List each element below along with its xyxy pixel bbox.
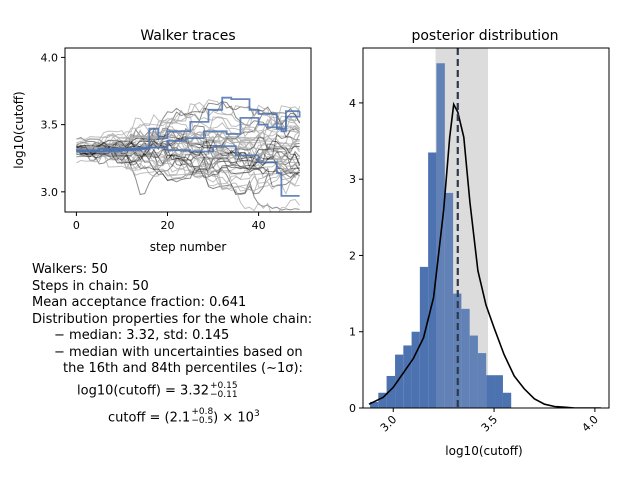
walker-trace bbox=[76, 140, 300, 196]
walker-trace bbox=[76, 130, 300, 175]
posterior-frame bbox=[362, 47, 610, 409]
walker-trace bbox=[76, 134, 300, 156]
walker-trace bbox=[76, 152, 301, 196]
cut-eq-exponent: 3 bbox=[253, 408, 260, 419]
highlighted-walker-trace bbox=[76, 96, 300, 153]
cut-eq-errors: +0.8 −0.5 bbox=[191, 408, 213, 426]
walker-trace bbox=[76, 140, 301, 167]
histogram-bar bbox=[395, 354, 404, 408]
walker-trace bbox=[76, 104, 300, 153]
cutoff-equation: cutoff = (2.1 +0.8 −0.5) × 103 bbox=[32, 406, 312, 427]
log-eq-upper: +0.15 bbox=[210, 380, 238, 391]
steps-line: Steps in chain: 50 bbox=[32, 278, 149, 294]
walker-traces-panel: Walker traces 0 20 40 3.0 3.5 4.0 step number… bbox=[12, 28, 312, 254]
y-tick-label: 1 bbox=[349, 326, 356, 339]
walker-traces-title: Walker traces bbox=[140, 28, 235, 44]
x-tick-label: 0 bbox=[73, 219, 80, 232]
y-tick-label: 4.0 bbox=[41, 51, 59, 64]
acceptance-line: Mean acceptance fraction: 0.641 bbox=[32, 295, 247, 310]
cut-eq-lower: −0.5 bbox=[191, 416, 214, 427]
posterior-xlabel: log10(cutoff) bbox=[445, 444, 522, 458]
walker-trace bbox=[76, 113, 301, 154]
histogram-bar bbox=[386, 375, 396, 408]
median-std-line: − median: 3.32, std: 0.145 bbox=[54, 328, 230, 343]
histogram-bar bbox=[486, 375, 495, 408]
y-tick-label: 4 bbox=[349, 97, 356, 110]
histogram-bar bbox=[370, 401, 379, 408]
walkers-line: Walkers: 50 bbox=[32, 262, 108, 277]
walker-traces-ylabel: log10(cutoff) bbox=[12, 91, 26, 168]
y-tick-label: 3.0 bbox=[41, 186, 59, 199]
highlighted-walker-trace bbox=[76, 145, 300, 197]
log-eq-value: log10(cutoff) = 3.32 bbox=[77, 383, 209, 398]
walker-traces-xlabel: step number bbox=[150, 240, 227, 254]
walker-traces-ticks: 0 20 40 3.0 3.5 4.0 bbox=[41, 51, 266, 232]
log-eq-lower: −0.11 bbox=[210, 389, 238, 400]
histogram-bar bbox=[469, 335, 478, 408]
walker-traces-lines bbox=[75, 96, 301, 212]
histogram-bar bbox=[411, 331, 420, 408]
x-tick-label: 20 bbox=[161, 219, 175, 232]
x-tick-label: 40 bbox=[252, 219, 266, 232]
histogram-bar bbox=[461, 308, 470, 408]
posterior-plot bbox=[368, 48, 601, 408]
walker-trace bbox=[76, 140, 301, 171]
x-tick-label: 3.5 bbox=[479, 413, 501, 435]
posterior-panel: posterior distribution 3.0 3.5 4.0 0 1 2 3 4 lo… bbox=[349, 28, 610, 458]
cut-eq-upper: +0.8 bbox=[191, 407, 214, 418]
cut-eq-value: cutoff = (2.1 bbox=[108, 409, 191, 425]
walker-trace bbox=[76, 144, 300, 175]
histogram-bar bbox=[494, 375, 503, 408]
y-tick-label: 2 bbox=[349, 249, 356, 262]
log-eq-errors: +0.15 −0.11 bbox=[210, 380, 238, 400]
distribution-header: Distribution properties for the whole ch… bbox=[32, 311, 313, 327]
log-cutoff-equation: log10(cutoff) = 3.32 +0.15 −0.11 bbox=[32, 380, 312, 400]
uncertainty-line-2: the 16th and 84th percentiles (∼1σ): bbox=[63, 361, 303, 376]
y-tick-label: 0 bbox=[349, 402, 356, 415]
cut-eq-suffix: ) × 10 bbox=[213, 409, 254, 425]
histogram-bar bbox=[403, 345, 412, 408]
walker-trace bbox=[76, 137, 300, 162]
uncertainty-line-1: − median with uncertainties based on bbox=[54, 344, 303, 360]
histogram-bar bbox=[444, 192, 454, 408]
histogram-bar bbox=[428, 152, 437, 408]
x-tick-label: 3.0 bbox=[378, 413, 400, 435]
y-tick-label: 3 bbox=[349, 173, 356, 186]
walker-trace bbox=[76, 146, 300, 177]
histogram-bar bbox=[378, 392, 387, 408]
kde-curve bbox=[368, 101, 601, 408]
chain-summary: Walkers: 50 Steps in chain: 50 Mean acce… bbox=[32, 262, 312, 426]
histogram-bar bbox=[477, 353, 487, 408]
histogram-bar bbox=[502, 392, 512, 408]
x-tick-label: 4.0 bbox=[579, 413, 601, 435]
y-tick-label: 3.5 bbox=[41, 119, 59, 132]
walker-traces-frame bbox=[64, 47, 312, 213]
walker-trace bbox=[76, 118, 300, 173]
posterior-title: posterior distribution bbox=[411, 28, 558, 44]
